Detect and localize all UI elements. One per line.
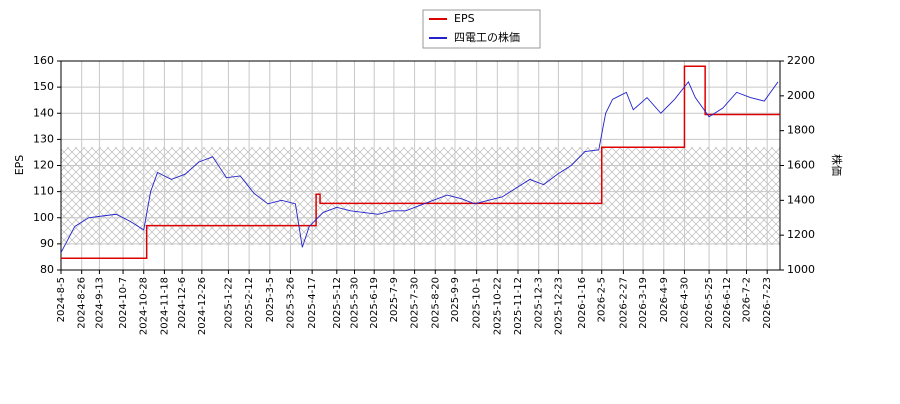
y-tick-label: 130 <box>33 132 54 145</box>
y2-axis-label: 株価 <box>830 154 844 176</box>
legend-label: 四電工の株価 <box>454 30 520 44</box>
x-tick-label: 2026-4-30 <box>679 277 690 329</box>
y-axis-label: EPS <box>13 155 26 176</box>
y2-tick-label: 2200 <box>787 54 815 67</box>
x-tick-label: 2024-12-6 <box>177 277 188 329</box>
x-tick-label: 2024-11-18 <box>159 277 170 335</box>
x-tick-label: 2025-7-9 <box>389 277 400 322</box>
x-tick-label: 2025-5-30 <box>350 277 361 329</box>
y-tick-label: 110 <box>33 185 54 198</box>
legend: EPS 四電工の株価 <box>422 9 541 49</box>
x-tick-label: 2025-3-26 <box>285 277 296 329</box>
x-tick-label: 2026-3-19 <box>638 277 649 329</box>
x-tick-label: 2025-12-23 <box>553 277 564 335</box>
x-tick-label: 2025-5-12 <box>332 277 343 329</box>
x-tick-label: 2026-1-16 <box>577 277 588 329</box>
y-tick-label: 160 <box>33 54 54 67</box>
y2-tick-label: 1200 <box>787 228 815 241</box>
y-tick-label: 150 <box>33 80 54 93</box>
x-tick-label: 2025-7-30 <box>410 277 421 329</box>
legend-label: EPS <box>454 12 475 25</box>
x-tick-label: 2025-11-12 <box>513 277 524 335</box>
x-tick-label: 2025-10-22 <box>492 277 503 335</box>
x-tick-label: 2025-1-22 <box>223 277 234 329</box>
y2-tick-label: 1800 <box>787 124 815 137</box>
x-tick-label: 2024-10-7 <box>118 277 129 329</box>
x-tick-label: 2026-5-25 <box>704 277 715 329</box>
x-tick-label: 2024-8-26 <box>77 277 88 329</box>
legend-box <box>422 9 541 49</box>
y-tick-label: 80 <box>40 263 54 276</box>
x-tick-label: 2024-10-28 <box>139 277 150 335</box>
x-tick-label: 2025-3-5 <box>265 277 276 322</box>
y-tick-label: 140 <box>33 106 54 119</box>
x-tick-label: 2025-10-1 <box>472 277 483 329</box>
x-tick-label: 2026-2-27 <box>618 277 629 329</box>
plot-frame <box>60 60 781 271</box>
y-tick-label: 90 <box>40 237 54 250</box>
series-line <box>60 81 779 253</box>
x-tick-label: 2026-7-2 <box>742 277 753 322</box>
y2-tick-label: 1400 <box>787 193 815 206</box>
x-tick-label: 2025-2-12 <box>244 277 255 329</box>
x-tick-label: 2026-7-23 <box>762 277 773 329</box>
y-tick-label: 100 <box>33 211 54 224</box>
x-tick-label: 2026-2-5 <box>597 277 608 322</box>
x-tick-label: 2025-8-20 <box>430 277 441 329</box>
x-tick-label: 2024-12-26 <box>197 277 208 335</box>
shaded-band <box>61 147 780 246</box>
y-tick-label: 120 <box>33 159 54 172</box>
x-tick-label: 2024-8-5 <box>56 277 67 322</box>
x-tick-label: 2024-9-13 <box>94 277 105 329</box>
series-line <box>61 65 780 259</box>
x-tick-label: 2025-9-9 <box>450 277 461 322</box>
x-tick-label: 2025-4-17 <box>307 277 318 329</box>
x-tick-label: 2026-6-12 <box>722 277 733 329</box>
y2-tick-label: 1000 <box>787 263 815 276</box>
x-tick-label: 2026-4-9 <box>659 277 670 322</box>
y2-tick-label: 1600 <box>787 159 815 172</box>
x-tick-label: 2025-12-3 <box>534 277 545 329</box>
x-tick-label: 2025-6-19 <box>369 277 380 329</box>
y2-tick-label: 2000 <box>787 89 815 102</box>
